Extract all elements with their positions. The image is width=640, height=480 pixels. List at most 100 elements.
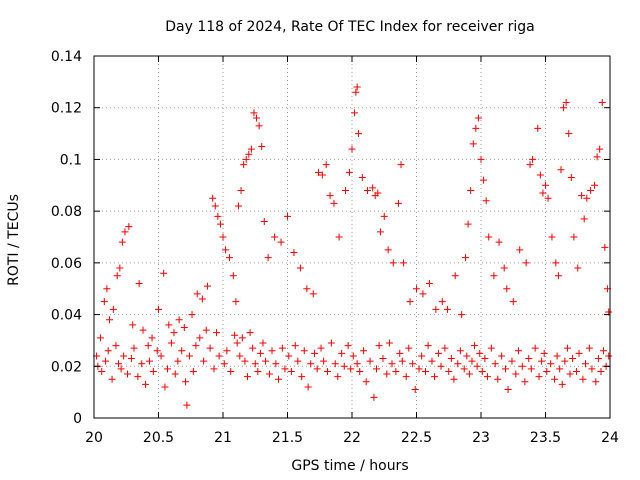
data-point — [277, 238, 285, 246]
data-point — [409, 360, 417, 368]
data-point — [331, 360, 339, 368]
x-tick-label: 20.5 — [143, 430, 174, 446]
data-point — [112, 342, 120, 350]
data-point — [458, 311, 466, 319]
data-point — [471, 342, 479, 350]
data-point — [464, 220, 472, 228]
data-point — [587, 186, 595, 194]
data-points — [93, 83, 613, 409]
data-point — [374, 189, 382, 197]
data-point — [196, 334, 204, 342]
data-point — [253, 114, 261, 122]
data-point — [311, 349, 319, 357]
data-point — [583, 194, 591, 202]
data-point — [335, 233, 343, 241]
data-point — [596, 145, 604, 153]
data-point — [389, 259, 397, 267]
data-point — [518, 362, 526, 370]
data-point — [445, 367, 453, 375]
y-tick-label: 0.06 — [51, 256, 82, 272]
data-point — [182, 378, 190, 386]
y-tick-label: 0.08 — [51, 204, 82, 220]
data-point — [209, 194, 217, 202]
data-point — [161, 383, 169, 391]
data-point — [237, 186, 245, 194]
data-point — [526, 161, 534, 169]
data-point — [96, 334, 104, 342]
data-point — [139, 326, 147, 334]
data-point — [264, 254, 272, 262]
data-point — [272, 360, 280, 368]
data-point — [472, 124, 480, 132]
data-point — [175, 316, 183, 324]
data-point — [431, 373, 439, 381]
data-point — [592, 378, 600, 386]
data-point — [303, 285, 311, 293]
data-point — [246, 329, 254, 337]
data-point — [304, 383, 312, 391]
data-point — [535, 373, 543, 381]
data-point — [180, 324, 188, 331]
x-tick-label: 21.5 — [272, 430, 303, 446]
data-point — [598, 99, 606, 107]
data-point — [581, 360, 589, 368]
data-point — [551, 375, 559, 383]
data-point — [574, 264, 582, 272]
data-point — [605, 352, 613, 360]
data-point — [415, 365, 423, 373]
data-point — [556, 365, 564, 373]
data-point — [504, 386, 512, 394]
data-point — [575, 349, 583, 357]
y-tick-label: 0.14 — [51, 49, 82, 65]
data-point — [397, 161, 405, 169]
data-point — [103, 285, 111, 293]
data-point — [569, 355, 577, 363]
data-point — [495, 238, 503, 246]
data-point — [580, 215, 588, 223]
data-point — [287, 367, 295, 375]
data-point — [557, 166, 565, 174]
data-point — [202, 326, 210, 334]
data-point — [593, 153, 601, 161]
data-point — [213, 329, 221, 337]
data-point — [384, 246, 392, 254]
data-point — [250, 109, 258, 117]
data-point — [502, 365, 510, 373]
data-point — [578, 192, 586, 200]
data-point — [503, 285, 511, 293]
data-point — [579, 375, 587, 383]
data-point — [512, 370, 520, 378]
data-point — [109, 305, 117, 313]
data-point — [353, 83, 361, 91]
data-point — [204, 282, 212, 290]
data-point — [120, 352, 128, 360]
data-point — [233, 339, 241, 347]
data-point — [323, 367, 331, 375]
data-point — [548, 233, 556, 241]
data-point — [394, 199, 402, 207]
data-point — [259, 339, 267, 347]
data-point — [396, 349, 404, 357]
data-point — [411, 386, 419, 394]
data-point — [570, 233, 578, 241]
data-point — [349, 352, 357, 360]
data-point — [165, 321, 173, 329]
data-point — [318, 171, 326, 179]
data-point — [340, 362, 348, 370]
data-point — [405, 344, 413, 352]
data-point — [124, 370, 132, 378]
data-point — [547, 360, 555, 368]
y-tick-label: 0.02 — [51, 359, 82, 375]
data-point — [585, 344, 593, 352]
data-point — [539, 189, 547, 197]
data-point — [314, 168, 322, 176]
data-point — [491, 360, 499, 368]
data-point — [216, 220, 224, 228]
data-point — [522, 259, 530, 267]
data-point — [193, 290, 201, 298]
data-point — [516, 246, 524, 254]
data-point — [298, 373, 306, 381]
x-tick-label: 24 — [601, 430, 619, 446]
data-point — [170, 329, 178, 337]
